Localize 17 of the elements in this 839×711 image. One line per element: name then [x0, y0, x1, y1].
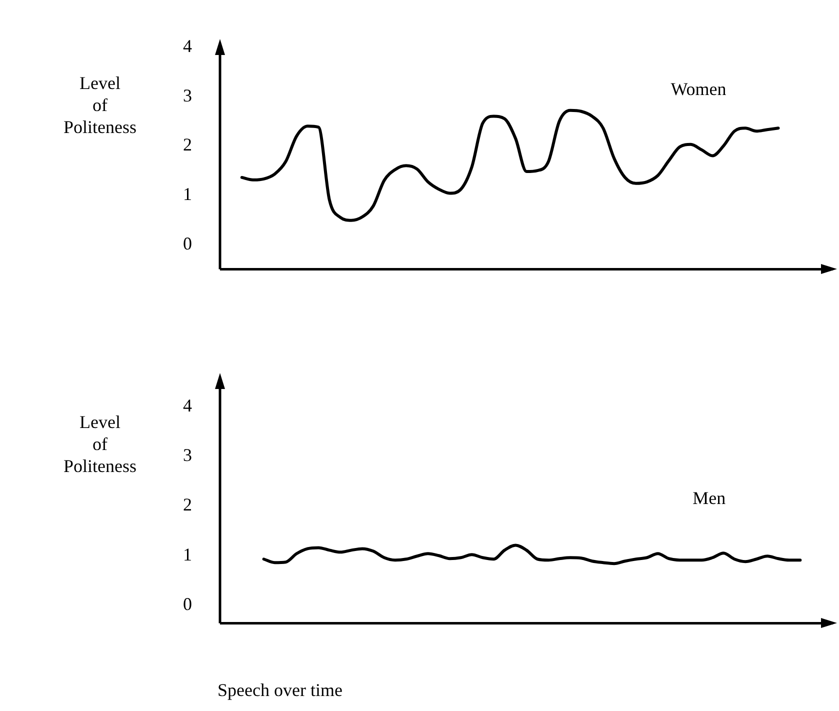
y-tick-label: 2	[183, 134, 192, 155]
text: Men	[692, 488, 726, 509]
line-series	[262, 544, 802, 566]
y-tick-label: 1	[183, 544, 192, 564]
y-tick-label: 2	[183, 494, 192, 515]
y-tick-label: 0	[183, 594, 192, 614]
series-label: Women	[670, 79, 726, 100]
y-tick-label: 4	[183, 395, 192, 416]
y-axis-title: Level of Politeness	[62, 410, 138, 477]
y-tick-label: 3	[183, 85, 192, 106]
y-tick-label: 1	[183, 184, 192, 204]
y-axis-title: Level of Politeness	[62, 72, 138, 138]
y-tick-label: 0	[183, 233, 192, 254]
x-axis-title: Speech over time	[216, 680, 344, 701]
y-tick-label: 3	[183, 445, 192, 466]
line-series	[240, 108, 780, 222]
y-tick-label: 4	[183, 36, 192, 56]
